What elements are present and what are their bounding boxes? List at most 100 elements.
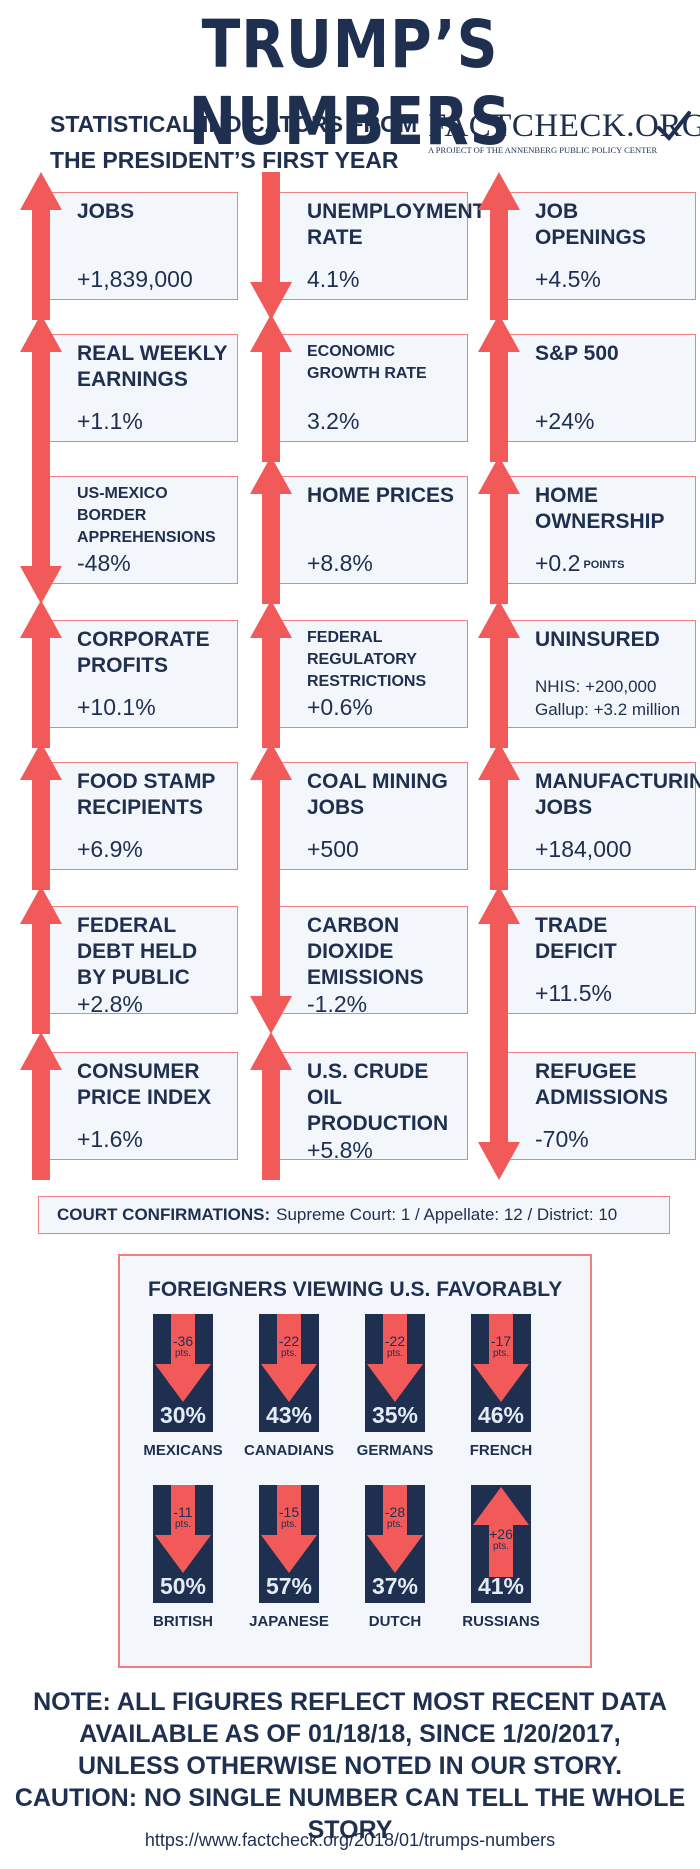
- indicator-label: HOME OWNERSHIP: [535, 484, 665, 533]
- arrow-down-icon: [367, 1314, 423, 1402]
- note: NOTE: ALL FIGURES REFLECT MOST RECENT DA…: [0, 1686, 700, 1846]
- arrow-up-icon: [250, 1032, 292, 1180]
- favorability-percent: 41%: [477, 1573, 525, 1599]
- arrow-down-icon: [478, 1032, 520, 1180]
- indicator-label: FEDERAL DEBT HELD BY PUBLIC: [77, 914, 198, 989]
- indicator-card: UNINSURED NHIS: +200,000 Gallup: +3.2 mill…: [492, 620, 696, 728]
- indicator-card: FOOD STAMP RECIPIENTS +6.9%: [34, 762, 238, 870]
- indicator-value: NHIS: +200,000: [535, 677, 657, 696]
- indicator-value: +0.6%: [307, 694, 373, 720]
- arrow-down-icon: [20, 456, 62, 604]
- favorability-tile: -36 pts. 30%: [153, 1314, 213, 1432]
- favorability-change: -36 pts.: [153, 1334, 213, 1360]
- indicator-label: CONSUMER PRICE INDEX: [77, 1060, 212, 1109]
- points-label: pts.: [280, 1519, 298, 1530]
- indicator-value: +5.8%: [307, 1137, 373, 1163]
- favorability-country: DUTCH: [368, 1613, 422, 1630]
- arrow-down-icon: [473, 1314, 529, 1402]
- arrow-down-icon: [155, 1314, 211, 1402]
- favorability-percent: 50%: [159, 1573, 207, 1599]
- indicator-card: ECONOMIC GROWTH RATE 3.2%: [264, 334, 468, 442]
- indicator-card: REFUGEE ADMISSIONS -70%: [492, 1052, 696, 1160]
- favorability-change: -15 pts.: [259, 1505, 319, 1531]
- indicator-label: REAL WEEKLY EARNINGS: [77, 342, 228, 391]
- indicator-value: +4.5%: [535, 266, 601, 292]
- indicator-value: +1.6%: [77, 1126, 143, 1152]
- arrow-up-icon: [250, 314, 292, 462]
- favorability-tile: -17 pts. 46%: [471, 1314, 531, 1432]
- logo-tagline: A PROJECT OF THE ANNENBERG PUBLIC POLICY…: [428, 145, 658, 155]
- indicator-value: +2.8%: [77, 991, 143, 1017]
- arrow-up-icon: [20, 314, 62, 462]
- arrow-down-icon: [250, 172, 292, 320]
- checkmark-icon: [657, 111, 691, 141]
- arrow-up-icon: [478, 886, 520, 1034]
- indicator-value: 3.2%: [307, 408, 360, 434]
- indicator-card: CORPORATE PROFITS +10.1%: [34, 620, 238, 728]
- indicator-label: U.S. CRUDE OIL PRODUCTION: [307, 1060, 449, 1135]
- indicator-label: UNINSURED: [535, 628, 660, 651]
- favorability-tile: -22 pts. 43%: [259, 1314, 319, 1432]
- indicator-card: CARBON DIOXIDE EMISSIONS -1.2%: [264, 906, 468, 1017]
- favorability-percent: 43%: [265, 1402, 313, 1428]
- arrow-down-icon: [250, 886, 292, 1034]
- favorability-tile: +26 pts. 41%: [471, 1485, 531, 1603]
- favorability-country: FRENCH: [469, 1442, 533, 1459]
- indicator-label: CORPORATE PROFITS: [77, 628, 210, 677]
- indicator-card: U.S. CRUDE OIL PRODUCTION +5.8%: [264, 1052, 468, 1163]
- note-line-1: NOTE: ALL FIGURES REFLECT MOST RECENT DA…: [33, 1688, 667, 1716]
- indicator-value: +11.5%: [535, 980, 612, 1006]
- indicator-unit: POINTS: [580, 558, 625, 571]
- favorability-percent: 35%: [371, 1402, 419, 1428]
- indicator-label: MANUFACTURING JOBS: [535, 770, 700, 819]
- indicator-value: -1.2%: [307, 991, 368, 1017]
- points-label: pts.: [386, 1348, 404, 1359]
- indicator-label: ECONOMIC GROWTH RATE: [307, 343, 427, 382]
- indicator-card: MANUFACTURING JOBS +184,000: [492, 762, 700, 870]
- indicator-value: +8.8%: [307, 550, 373, 576]
- favorability-change: -22 pts.: [365, 1334, 425, 1360]
- favorability-percent: 46%: [477, 1402, 525, 1428]
- indicator-card: JOBS +1,839,000: [34, 192, 238, 300]
- indicator-card: HOME PRICES +8.8%: [264, 476, 468, 584]
- arrow-up-icon: [478, 600, 520, 748]
- indicator-value: -70%: [535, 1126, 589, 1152]
- indicator-card: HOME OWNERSHIP +0.2 POINTS: [492, 476, 696, 584]
- indicator-value: 4.1%: [307, 266, 360, 292]
- arrow-down-icon: [155, 1485, 211, 1573]
- arrow-up-icon: [20, 600, 62, 748]
- favorability-country: MEXICANS: [143, 1442, 223, 1459]
- indicator-label: US-MEXICO BORDER APPREHENSIONS: [77, 485, 216, 546]
- indicator-card: CONSUMER PRICE INDEX +1.6%: [34, 1052, 238, 1160]
- indicator-card: REAL WEEKLY EARNINGS +1.1%: [34, 334, 238, 442]
- arrow-up-icon: [250, 742, 292, 890]
- note-line-4: CAUTION: NO SINGLE NUMBER CAN TELL THE W…: [14, 1784, 686, 1844]
- indicator-value: +10.1%: [77, 694, 156, 720]
- arrow-up-icon: [473, 1487, 529, 1577]
- subtitle-line-2: THE PRESIDENT’S FIRST YEAR: [50, 147, 399, 173]
- indicator-label: CARBON DIOXIDE EMISSIONS: [307, 914, 424, 989]
- favorability-panel: FOREIGNERS VIEWING U.S. FAVORABLY -36 pts…: [118, 1254, 592, 1668]
- favorability-country: RUSSIANS: [462, 1613, 540, 1630]
- favorability-tile: -28 pts. 37%: [365, 1485, 425, 1603]
- court-text: Supreme Court: 1 / Appellate: 12 / Distr…: [276, 1205, 618, 1224]
- indicator-value: +6.9%: [77, 836, 143, 862]
- favorability-change: -22 pts.: [259, 1334, 319, 1360]
- arrow-down-icon: [261, 1314, 317, 1402]
- favorability-country: JAPANESE: [249, 1613, 329, 1630]
- favorability-percent: 57%: [265, 1573, 313, 1599]
- source-url[interactable]: https://www.factcheck.org/2018/01/trumps…: [144, 1830, 556, 1850]
- points-label: pts.: [386, 1519, 404, 1530]
- indicator-label: TRADE DEFICIT: [535, 914, 617, 963]
- indicator-card: TRADE DEFICIT +11.5%: [492, 906, 696, 1014]
- subtitle-line-1: STATISTICAL INDICATORS FROM: [50, 111, 418, 137]
- indicator-value-secondary: Gallup: +3.2 million: [535, 700, 681, 719]
- factcheck-logo[interactable]: FACTCHECK.ORG A PROJECT OF THE ANNENBERG…: [428, 108, 700, 158]
- points-label: pts.: [280, 1348, 298, 1359]
- arrow-up-icon: [20, 742, 62, 890]
- indicator-card: UNEMPLOYMENT RATE 4.1%: [264, 192, 486, 300]
- indicator-label: JOB OPENINGS: [535, 200, 646, 249]
- favorability-percent: 37%: [371, 1573, 419, 1599]
- favorability-tile: -22 pts. 35%: [365, 1314, 425, 1432]
- indicator-value: +500: [307, 836, 359, 862]
